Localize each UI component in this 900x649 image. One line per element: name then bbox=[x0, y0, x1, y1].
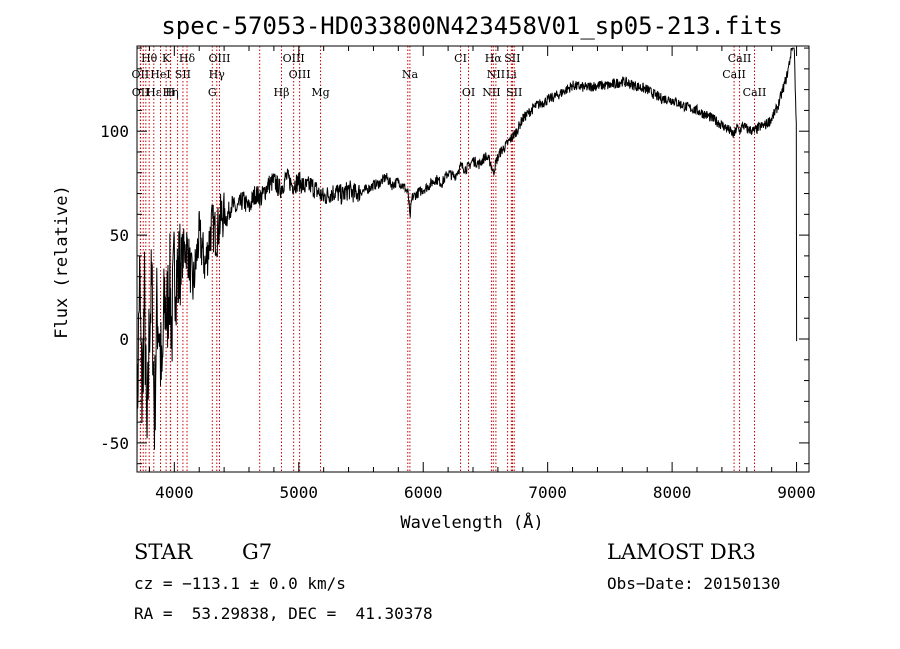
marker-label-28: CaII bbox=[743, 86, 767, 99]
marker-label-9: OII bbox=[132, 68, 150, 81]
marker-label-6: Hα bbox=[485, 52, 503, 65]
x-tick-label: 7000 bbox=[528, 483, 567, 502]
x-axis-label: Wavelength (Å) bbox=[400, 511, 543, 533]
marker-label-3: OIII bbox=[208, 52, 230, 65]
marker-label-14: Na bbox=[402, 68, 419, 81]
y-tick-label: -50 bbox=[100, 434, 129, 453]
y-tick-label: 100 bbox=[100, 122, 129, 141]
marker-label-21: H bbox=[166, 86, 176, 99]
y-axis-label: Flux (relative) bbox=[52, 185, 72, 339]
marker-label-20: Hη bbox=[163, 86, 179, 99]
marker-label-13: OIII bbox=[289, 68, 311, 81]
marker-label-7: SII bbox=[504, 52, 520, 65]
marker-label-2: Hδ bbox=[179, 52, 196, 65]
plot-frame bbox=[136, 45, 810, 473]
y-tick-label: 0 bbox=[119, 330, 129, 349]
line-markers bbox=[139, 46, 755, 472]
x-axis-ticks: 4000 5000 6000 7000 8000 9000 bbox=[148, 46, 816, 502]
observation-date: Obs−Date: 20150130 bbox=[607, 574, 781, 593]
marker-label-0: Hθ bbox=[141, 52, 158, 65]
y-axis-ticks: -50 0 50 100 bbox=[100, 47, 809, 465]
marker-label-19: Hε bbox=[146, 86, 162, 99]
chart-title: spec-57053-HD033800N423458V01_sp05-213.f… bbox=[161, 12, 782, 40]
marker-label-10: HeI bbox=[150, 68, 170, 81]
marker-label-1: K bbox=[162, 52, 171, 65]
marker-label-22: G bbox=[208, 86, 217, 99]
object-type: STAR bbox=[134, 540, 193, 564]
marker-label-17: CaII bbox=[722, 68, 746, 81]
x-tick-label: 5000 bbox=[280, 483, 319, 502]
x-tick-label: 9000 bbox=[777, 483, 816, 502]
marker-label-24: Mg bbox=[311, 86, 329, 99]
y-tick-label: 50 bbox=[110, 226, 129, 245]
spectrum-series-line bbox=[136, 47, 798, 464]
x-tick-label: 4000 bbox=[155, 483, 194, 502]
survey-name: LAMOST DR3 bbox=[607, 540, 756, 564]
x-tick-label: 6000 bbox=[404, 483, 443, 502]
marker-label-8: CaII bbox=[728, 52, 752, 65]
marker-label-12: Hγ bbox=[209, 68, 226, 81]
x-tick-label: 8000 bbox=[653, 483, 692, 502]
marker-label-18: OII bbox=[132, 86, 150, 99]
marker-label-5: CI bbox=[454, 52, 467, 65]
marker-label-15: NII bbox=[487, 68, 505, 81]
marker-label-26: NII bbox=[482, 86, 500, 99]
marker-label-16: Li bbox=[506, 68, 517, 81]
object-subclass: G7 bbox=[242, 540, 273, 564]
redshift-cz: cz = −113.1 ± 0.0 km/s bbox=[134, 574, 346, 593]
coordinates: RA = 53.29838, DEC = 41.30378 bbox=[134, 604, 433, 623]
marker-label-11: SII bbox=[175, 68, 191, 81]
marker-label-27: SII bbox=[506, 86, 522, 99]
marker-label-23: Hβ bbox=[274, 86, 290, 99]
marker-label-25: OI bbox=[462, 86, 475, 99]
marker-label-4: OIII bbox=[283, 52, 305, 65]
